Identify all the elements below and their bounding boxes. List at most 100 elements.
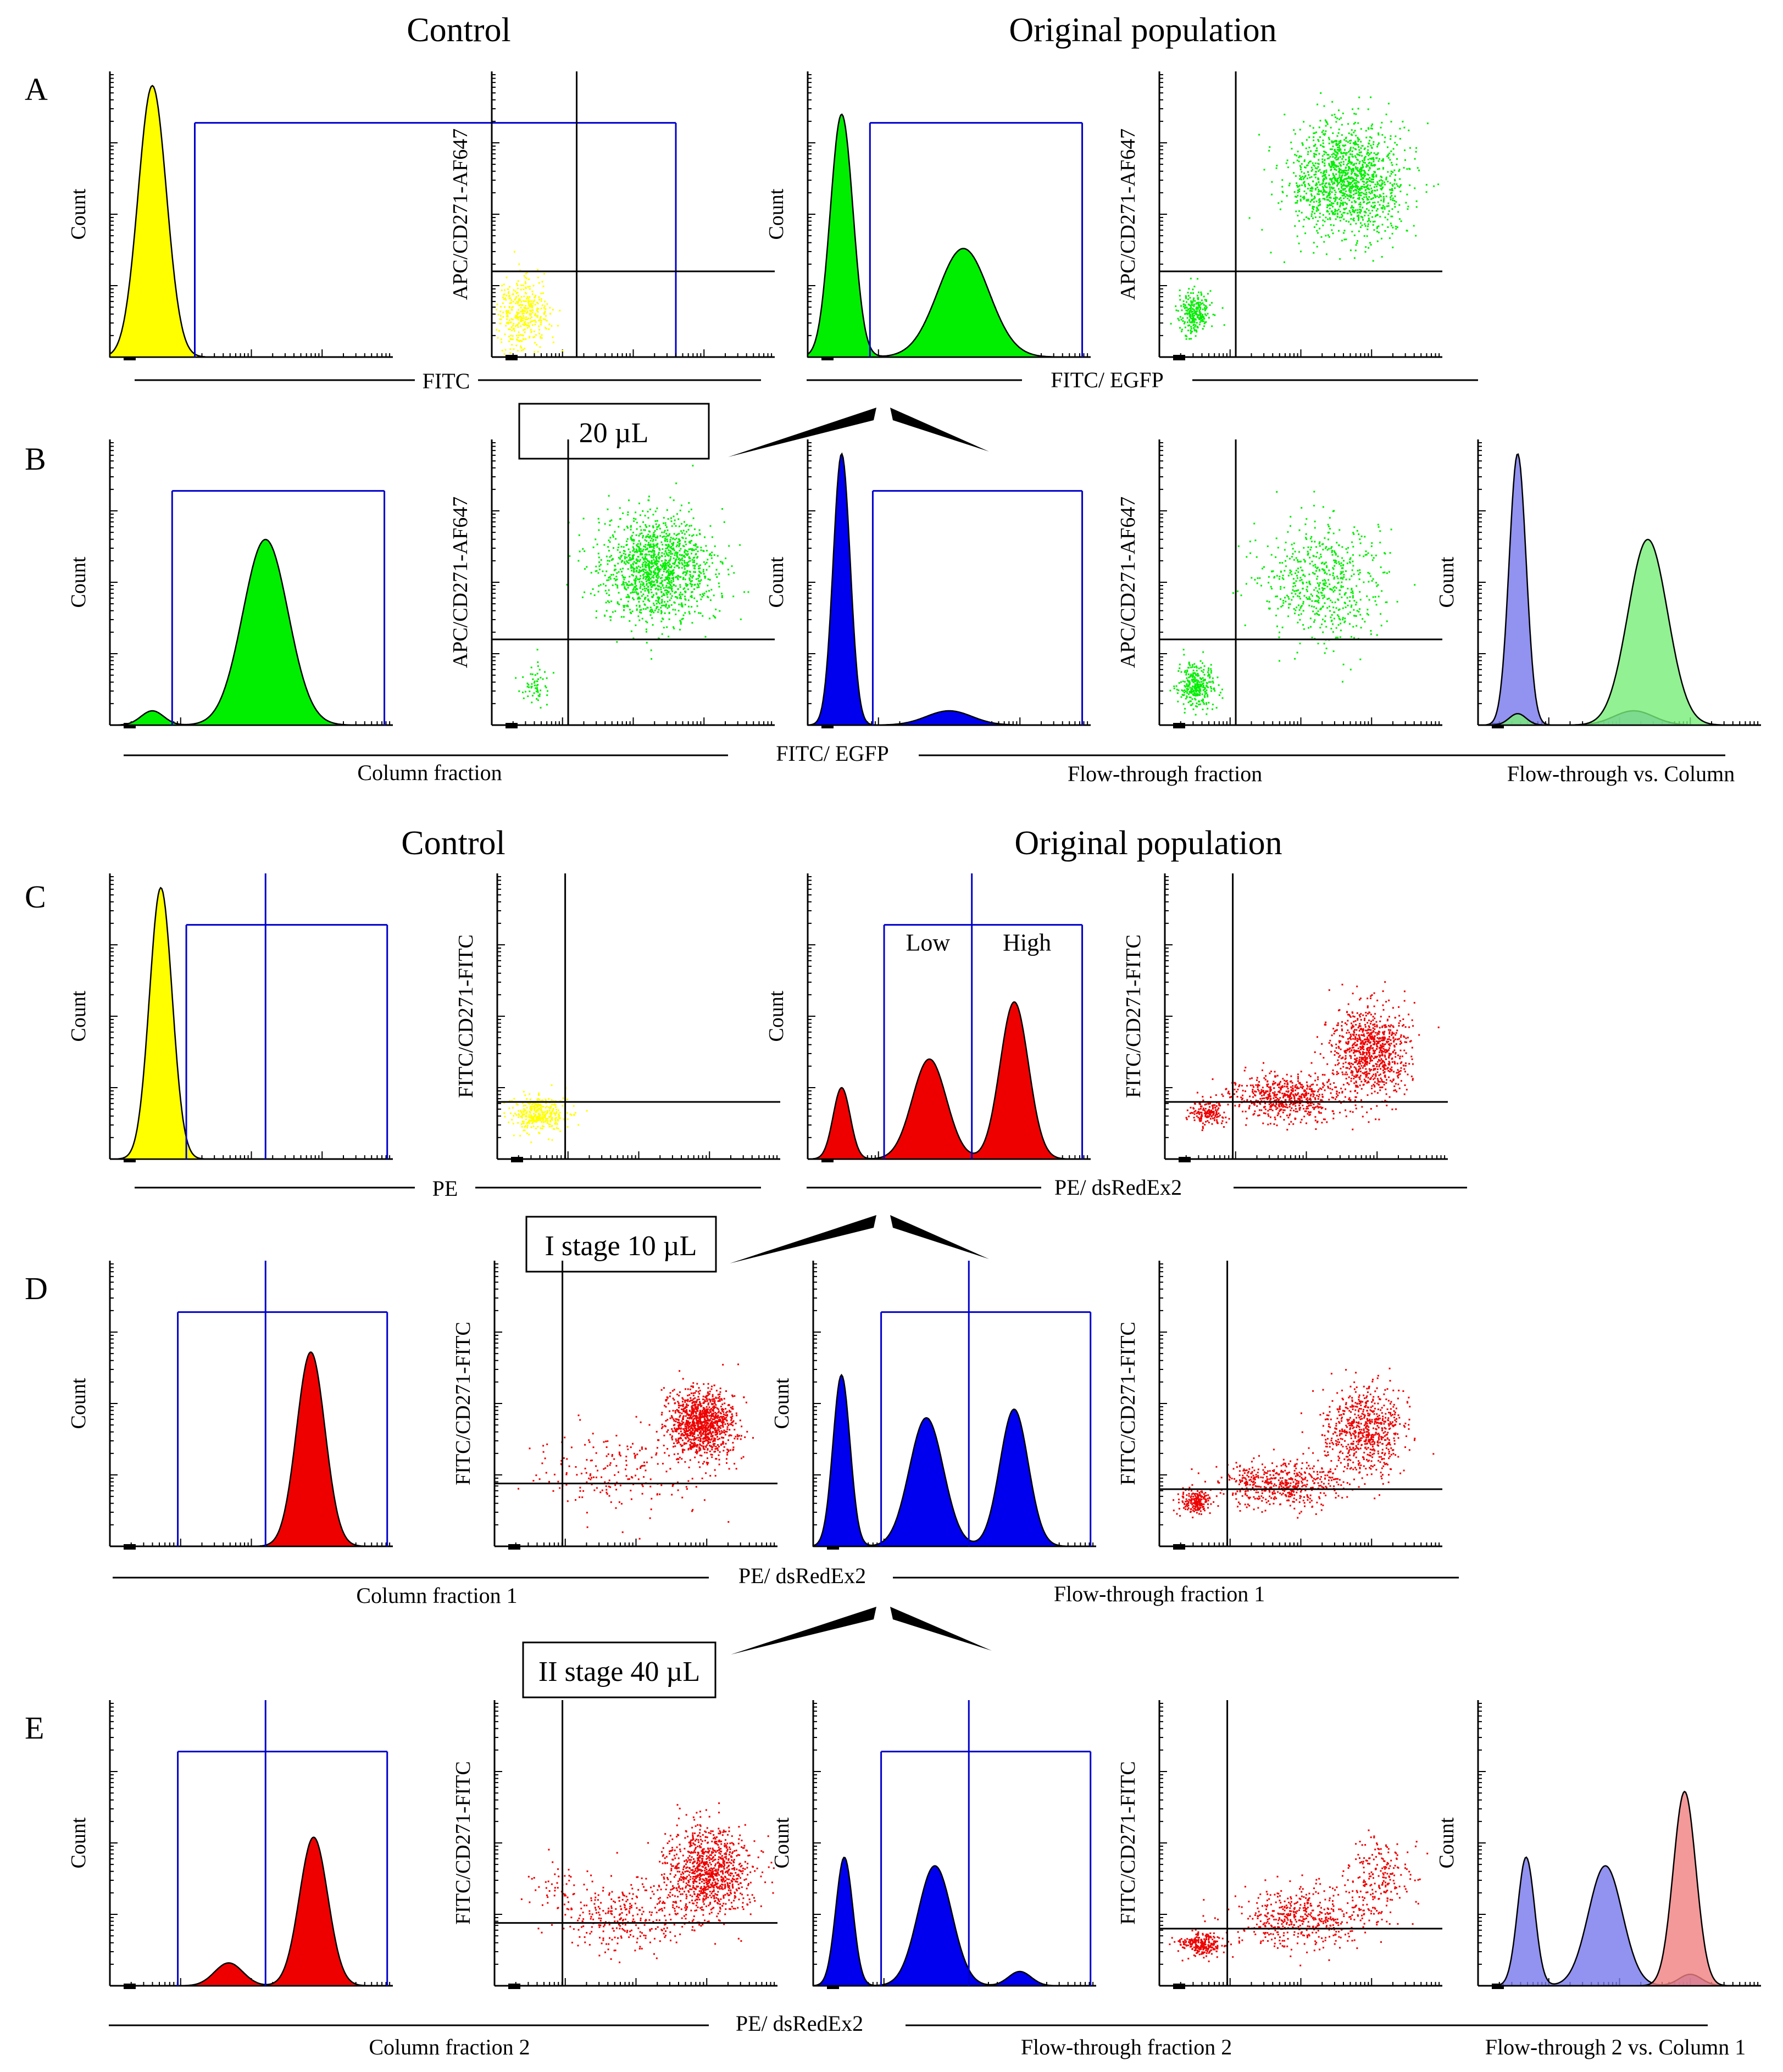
scatter-point (675, 545, 677, 548)
scatter-point (538, 299, 540, 301)
scatter-point (649, 550, 651, 553)
scatter-point (1315, 182, 1318, 185)
scatter-point (655, 543, 657, 545)
scatter-point (1374, 596, 1376, 598)
scatter-point (1190, 292, 1192, 294)
scatter-point (699, 582, 701, 584)
scatter-point (1327, 525, 1330, 527)
scatter-point (1297, 571, 1299, 573)
scatter-point (1309, 125, 1311, 127)
scatter-point (1353, 113, 1356, 115)
scatter-point (643, 588, 646, 590)
scatter-point (1349, 623, 1351, 625)
scatter-point (1371, 192, 1373, 194)
scatter-point (1335, 637, 1337, 639)
scatter-point (1343, 208, 1345, 210)
scatter-point (1387, 153, 1390, 155)
scatter-point (1326, 186, 1328, 188)
scatter-point (673, 601, 675, 603)
scatter-point (673, 627, 675, 630)
scatter-point (1199, 304, 1201, 306)
scatter-point (642, 570, 645, 572)
scatter-point (529, 286, 531, 288)
scatter-point (1349, 148, 1352, 149)
scatter-point (1187, 325, 1190, 327)
scatter-point (1363, 176, 1365, 177)
scatter-point (1285, 560, 1286, 562)
scatter-point (652, 543, 654, 545)
fraction-e-column: Column fraction 2 (369, 2035, 530, 2059)
scatter-point (532, 302, 534, 304)
scatter-point (519, 299, 521, 301)
scatter-point (703, 561, 705, 563)
scatter-point (1359, 226, 1362, 229)
scatter-point (1336, 149, 1338, 151)
scatter-point (1295, 210, 1297, 213)
scatter-point (514, 316, 516, 318)
scatter-point (1378, 196, 1380, 198)
scatter-point (1334, 179, 1336, 181)
scatter-point (648, 550, 651, 553)
scatter-point (1371, 179, 1373, 181)
scatter-point (1349, 187, 1351, 189)
scatter-point (672, 609, 674, 611)
scatter-point (1382, 211, 1384, 213)
scatter-point (507, 288, 509, 290)
scatter-point (1341, 203, 1343, 205)
scatter-point (624, 556, 626, 558)
scatter-point (620, 561, 623, 563)
scatter-point (716, 576, 718, 578)
scatter-point (688, 578, 691, 580)
scatter-point (1334, 168, 1336, 170)
scatter-point (637, 598, 639, 600)
scatter-point (1399, 178, 1401, 180)
scatter-point (1342, 564, 1344, 566)
scatter-point (1374, 215, 1376, 218)
scatter-point (1312, 565, 1314, 567)
scatter-point (648, 592, 650, 594)
scatter-point (1370, 164, 1372, 166)
scatter-point (523, 307, 525, 309)
scatter-point (703, 594, 705, 597)
scatter-point (1318, 201, 1320, 203)
scatter-point (1353, 193, 1355, 196)
scatter-point (1360, 128, 1362, 130)
scatter-point (508, 328, 509, 330)
scatter-point (660, 587, 662, 588)
scatter-point (502, 296, 504, 298)
scatter-point (665, 567, 668, 569)
scatter-point (1338, 563, 1341, 565)
scatter-point (1310, 170, 1313, 172)
scatter-point (1319, 213, 1321, 215)
scatter-point (689, 560, 691, 562)
scatter-point (1199, 302, 1201, 304)
scatter-point (1388, 152, 1391, 154)
scatter-point (1313, 504, 1315, 506)
scatter-point (523, 338, 525, 340)
scatter-point (1362, 199, 1364, 200)
scatter-point (1362, 219, 1364, 221)
scatter-point (1190, 704, 1192, 706)
scatter-point (1336, 542, 1338, 544)
scatter-point (636, 560, 638, 562)
scatter-point (1345, 167, 1347, 169)
scatter-point (1313, 132, 1315, 135)
scatter-point (1328, 182, 1330, 185)
scatter-point (537, 665, 539, 667)
scatter-point (640, 583, 642, 586)
scatter-point (1400, 184, 1402, 186)
scatter-point (1320, 562, 1323, 565)
scatter-point (1326, 158, 1329, 160)
xlabel-a-control: FITC (423, 369, 470, 393)
scatter-point (1365, 550, 1367, 553)
scatter-point (1201, 294, 1202, 296)
scatter-point (1192, 678, 1195, 680)
scatter-point (1341, 557, 1343, 559)
scatter-point (638, 547, 640, 549)
scatter-point (1309, 562, 1311, 565)
scatter-point (648, 600, 651, 602)
scatter-point (642, 537, 644, 539)
fraction-d-column: Column fraction 1 (356, 1583, 517, 1608)
scatter-point (1274, 576, 1275, 578)
scatter-point (1196, 679, 1198, 681)
